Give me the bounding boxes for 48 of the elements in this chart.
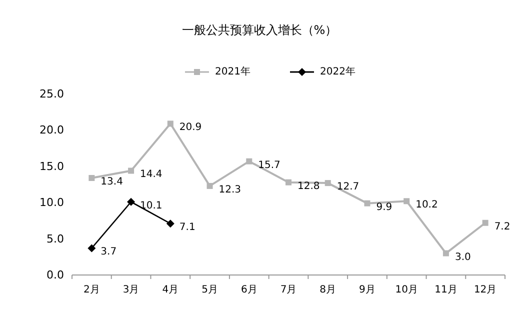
x-tick-label: 4月 — [162, 284, 179, 296]
x-tick-label: 9月 — [359, 284, 376, 296]
y-tick-label: 10.0 — [40, 196, 64, 210]
point — [286, 179, 292, 186]
data-label: 12.8 — [298, 180, 320, 192]
x-tick-label: 2月 — [83, 284, 100, 296]
point — [324, 180, 331, 186]
y-tick-label: 15.0 — [40, 160, 64, 173]
y-tick-label: 20.0 — [40, 124, 64, 137]
data-label: 10.2 — [416, 200, 438, 211]
x-tick-label: 10月 — [395, 284, 418, 296]
legend-label: 2022年 — [320, 66, 356, 78]
point — [88, 244, 96, 252]
x-tick-label: 3月 — [122, 284, 140, 296]
data-label: 9.9 — [376, 202, 392, 213]
y-tick-label: 25.0 — [40, 88, 64, 100]
point — [206, 182, 213, 189]
data-label: 7.2 — [494, 221, 510, 232]
x-tick-label: 5月 — [202, 284, 218, 296]
x-tick-label: 8月 — [320, 284, 336, 296]
data-label: 12.3 — [218, 184, 242, 196]
data-label: 3.7 — [100, 246, 117, 258]
point — [442, 250, 449, 256]
point — [167, 120, 174, 127]
point — [404, 198, 410, 204]
point — [246, 158, 252, 164]
legend-label: 2021年 — [215, 66, 250, 78]
data-label: 7.1 — [179, 222, 196, 234]
data-label: 14.4 — [140, 169, 162, 180]
y-tick-label: 5.0 — [46, 232, 64, 246]
x-tick-label: 7月 — [280, 284, 297, 296]
y-tick-label: 0.0 — [46, 268, 64, 282]
point — [128, 168, 134, 174]
x-tick-label: 11月 — [434, 284, 458, 296]
data-label: 13.4 — [100, 176, 123, 188]
x-tick-label: 12月 — [474, 284, 497, 296]
point — [166, 220, 174, 228]
point — [127, 198, 136, 206]
point — [482, 220, 488, 226]
data-label: 10.1 — [140, 200, 162, 212]
data-label: 12.7 — [336, 182, 360, 193]
chart-title: 一般公共预算收入增长（%） — [182, 23, 338, 37]
point — [88, 174, 95, 181]
data-label: 15.7 — [258, 160, 280, 171]
point — [364, 200, 370, 206]
data-label: 20.9 — [179, 122, 202, 134]
x-tick-label: 6月 — [240, 284, 258, 296]
data-label: 3.0 — [454, 252, 471, 263]
